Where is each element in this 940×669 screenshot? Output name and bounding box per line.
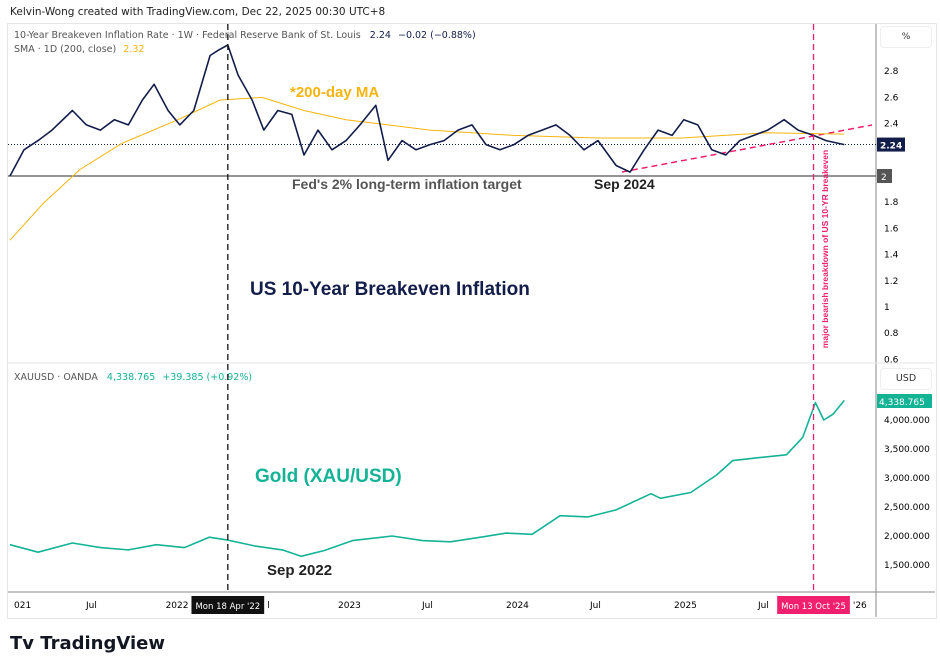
tradingview-logo[interactable]: 𝗧𝘃 TradingView <box>10 633 165 654</box>
breakdown-annotation: major bearish breakdown of US 10-YR brea… <box>820 149 830 349</box>
price-label-bg <box>877 137 905 152</box>
gold-chart-title: Gold (XAU/USD) <box>255 466 402 487</box>
x-tick-label: Jul <box>589 601 601 611</box>
percent-scale-button[interactable]: % <box>880 26 932 48</box>
y-tick-label: 1.2 <box>884 277 898 287</box>
x-tick-label: Jul <box>757 601 769 611</box>
cursor-date-bg <box>191 596 265 614</box>
breakeven-change: −0.02 (−0.88%) <box>397 30 476 41</box>
gold-line <box>9 399 845 558</box>
x-tick-label: Jul <box>421 601 433 611</box>
usd-scale-button[interactable]: USD <box>880 368 932 390</box>
sep-2024-annotation: Sep 2024 <box>594 176 655 192</box>
x-tick-label: l <box>267 601 270 611</box>
sma-title: SMA · 1D (200, close) <box>14 44 117 55</box>
cursor-date-label: Mon 18 Apr '22 <box>195 602 260 612</box>
cursor-date-label: Mon 13 Oct '25 <box>781 602 846 612</box>
breakeven-line <box>9 44 845 177</box>
y-tick-label: 2.8 <box>884 67 899 77</box>
gold-price-label: 4,338.765 <box>879 398 925 408</box>
y-tick-label: 1,500.000 <box>884 561 930 571</box>
breakeven-price-label: 2.24 <box>880 142 902 152</box>
gold-last: 4,338.765 <box>106 372 156 383</box>
y-tick-label: 1.6 <box>884 224 899 234</box>
y-tick-label: 4,000.000 <box>884 416 930 426</box>
x-tick-label: 2023 <box>338 601 361 611</box>
y-tick-label: 2.4 <box>884 120 899 130</box>
cursor-date-bg <box>777 596 850 614</box>
logo-text: TradingView <box>40 633 165 654</box>
sma-legend[interactable]: SMA · 1D (200, close) 2.32 <box>14 44 144 55</box>
gold-legend[interactable]: XAUUSD · OANDA 4,338.765 +39.385 (+0.92%… <box>14 372 252 383</box>
level-label-bg <box>877 169 892 183</box>
breakeven-last: 2.24 <box>369 30 391 41</box>
y-tick-label: 1.8 <box>884 198 899 208</box>
breakeven-chart-title: US 10-Year Breakeven Inflation <box>250 279 530 300</box>
y-tick-label: 1.4 <box>884 251 899 261</box>
y-tick-label: 3,000.000 <box>884 474 930 484</box>
y-tick-label: 3,500.000 <box>884 445 930 455</box>
x-tick-label: '26 <box>853 601 867 611</box>
y-tick-label: 2,500.000 <box>884 503 930 513</box>
gold-price-label-bg <box>877 394 932 408</box>
y-tick-label: 2.6 <box>884 93 899 103</box>
top-legend: 10-Year Breakeven Inflation Rate · 1W · … <box>14 30 476 41</box>
tradingview-logo-icon: 𝗧𝘃 <box>10 633 35 654</box>
x-tick-label: 2024 <box>506 601 529 611</box>
sma-line <box>9 96 845 241</box>
trendline <box>621 124 873 173</box>
x-tick-label: 021 <box>14 601 31 611</box>
gold-title: XAUUSD · OANDA <box>14 372 98 383</box>
target-annotation: Fed's 2% long-term inflation target <box>292 176 522 192</box>
chart-credit: Kelvin-Wong created with TradingView.com… <box>10 6 386 18</box>
target-level-label: 2 <box>881 173 887 183</box>
x-tick-label: Jul <box>85 601 97 611</box>
y-tick-label: 0.8 <box>884 329 899 339</box>
sma-value: 2.32 <box>123 44 145 55</box>
gold-change: +39.385 (+0.92%) <box>162 372 253 383</box>
x-tick-label: 2025 <box>674 601 697 611</box>
x-tick-label: 2022 <box>166 601 189 611</box>
y-tick-label: 2,000.000 <box>884 532 930 542</box>
breakeven-title[interactable]: 10-Year Breakeven Inflation Rate · 1W · … <box>14 30 361 41</box>
y-tick-label: 1 <box>884 303 890 313</box>
chart-frame <box>7 23 937 619</box>
y-tick-label: 0.6 <box>884 355 899 365</box>
sma-annotation: *200-day MA <box>290 84 380 101</box>
sep-2022-annotation: Sep 2022 <box>267 562 333 579</box>
